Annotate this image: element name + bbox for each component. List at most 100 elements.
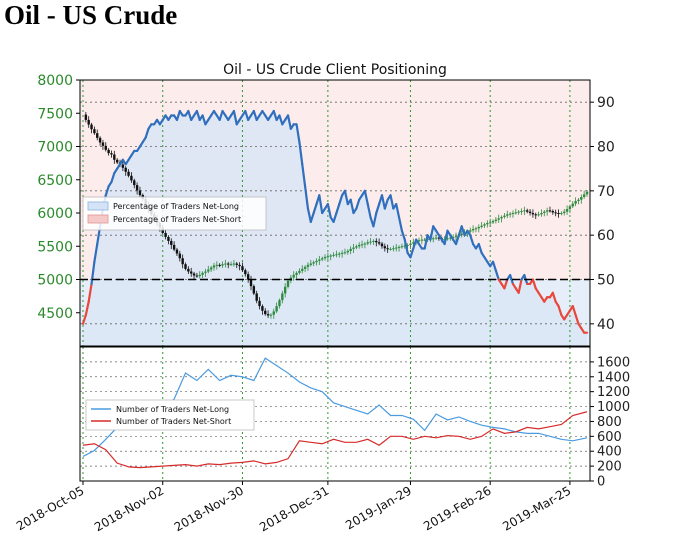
candle-body [306,264,310,267]
count-axis-tick-label: 200 [597,460,622,475]
candle-body [312,262,315,264]
legend-label-net-long: Percentage of Traders Net-Long [113,202,239,211]
candle-body [520,211,523,213]
net-long-segment [443,229,449,246]
net-long-segment [363,189,369,206]
candle-body [392,248,395,250]
candle-body [309,263,312,265]
net-long-segment [366,203,372,219]
date-axis-tick-label: 2018-Nov-30 [172,483,246,534]
candle-body [181,258,184,265]
net-long-segment [286,114,292,130]
candle-body [133,180,136,186]
candle-body [249,279,253,287]
net-long-segment [301,163,307,188]
net-long-segment [93,242,99,263]
date-axis-tick-label: 2018-Dec-31 [257,483,331,534]
candle-body [557,213,560,214]
candle-body [574,201,577,204]
candle-body [198,274,201,277]
date-axis-tick-label: 2018-Oct-05 [14,483,86,533]
net-long-segment [403,238,409,254]
net-long-segment [81,313,87,325]
candle-body [113,154,116,160]
candle-body [534,214,537,216]
net-long-segment [318,194,324,215]
candle-body [571,203,574,207]
top-legend: Percentage of Traders Net-Long Percentag… [82,196,267,231]
net-long-segment [557,305,563,317]
candle-body [446,238,449,240]
candle-body [409,243,412,245]
candle-body [204,271,207,273]
count-short-line [82,411,588,469]
net-long-segment [298,140,304,166]
legend-swatch-net-long [87,201,109,211]
top-panel-background [80,80,590,346]
right-percentage-axis: 40 50 60 70 80 90 [590,95,615,333]
candle-body [107,149,110,154]
net-long-segment [252,109,258,122]
candle-body [528,211,532,213]
net-long-segment [412,238,418,250]
net-long-segment [383,198,389,210]
candle-body [449,237,452,239]
candle-body [548,210,552,212]
candle-body [372,240,375,242]
candle-body [255,293,258,301]
candle-body [508,213,512,215]
candle-body [474,228,478,230]
candle-body [432,238,435,240]
candle-body [480,225,483,227]
candle-body [366,242,369,244]
candle-body [340,252,344,254]
left-axis-tick-label: 5500 [37,239,73,255]
candle-body [298,270,301,273]
candle-body [397,246,401,248]
net-long-segment [187,109,193,122]
candle-body [471,228,475,231]
candle-body [580,197,583,200]
candle-body [258,300,261,307]
net-long-segment [218,109,224,122]
candle-body [585,191,589,195]
candle-body [101,142,105,146]
candle-body [360,244,364,246]
candle-body [98,137,102,143]
net-long-segment [175,109,181,122]
candle-body [335,254,338,256]
candle-body [261,306,264,311]
candle-body [355,246,358,248]
candle-body [338,253,341,255]
candle-body [130,175,133,181]
candle-body [246,274,250,280]
candle-body [252,286,256,294]
net-long-segment [574,313,580,325]
net-long-segment [335,203,341,215]
net-long-area [83,111,587,346]
net-long-segment [295,123,301,144]
candle-body [218,264,221,266]
net-long-segment [571,305,577,317]
candle-body [320,258,324,260]
candle-body [358,244,361,247]
left-price-axis: 4500 5000 5500 6000 6500 7000 7500 8000 [37,73,80,322]
candle-body [511,213,515,214]
net-long-segment [110,172,116,184]
candle-body [266,314,270,316]
net-long-segment [517,278,523,294]
right-axis-tick-label: 70 [597,184,615,200]
net-long-segment [272,109,278,122]
candle-body [403,245,406,247]
candle-body [292,274,295,278]
count-axis-tick-label: 1200 [597,385,630,400]
right-axis-tick-label: 50 [597,273,615,289]
candle-body [90,124,93,130]
candle-body [201,272,204,275]
net-long-segment [306,207,312,223]
candle-body [563,211,566,213]
legend-label-count-short: Number of Traders Net-Short [116,417,231,426]
candle-body [190,271,193,274]
candle-body [184,264,187,269]
candle-body [244,270,247,275]
